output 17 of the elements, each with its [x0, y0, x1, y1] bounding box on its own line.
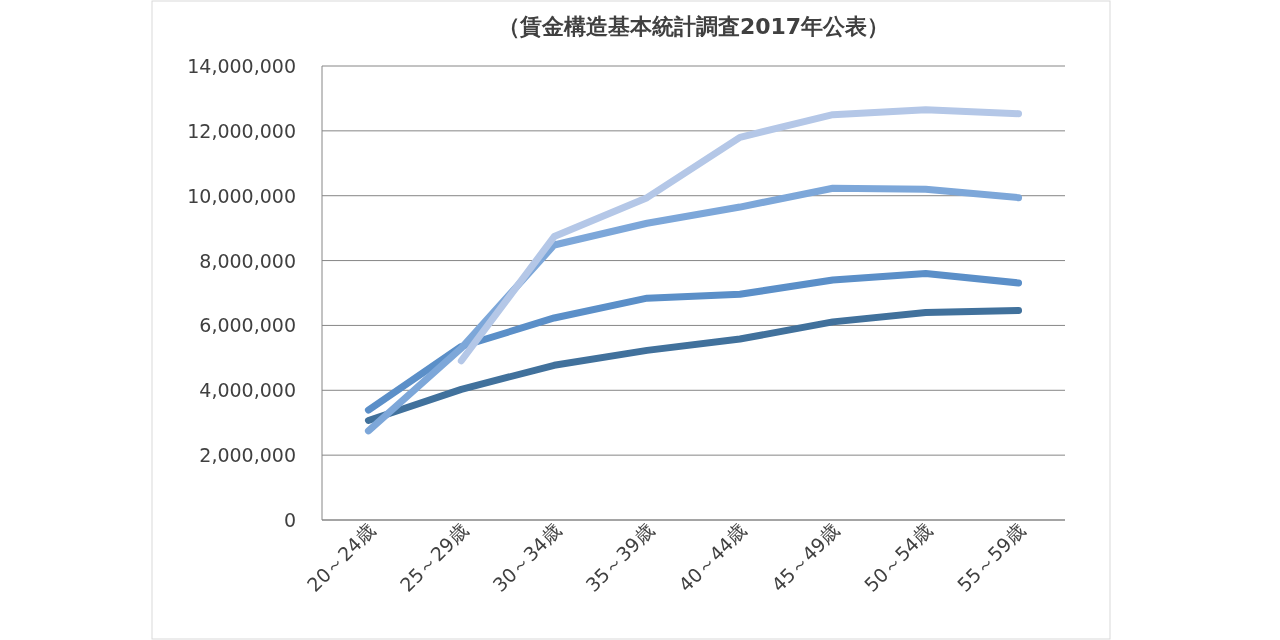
x-tick-label: 50～54歳	[859, 519, 937, 596]
x-tick-label: 30～34歳	[488, 519, 566, 596]
y-tick-label: 14,000,000	[187, 55, 296, 77]
chart-title: （賃金構造基本統計調査2017年公表）	[497, 14, 890, 39]
y-tick-label: 10,000,000	[187, 184, 296, 207]
x-tick-label: 40～44歳	[674, 519, 751, 596]
y-tick-label: 2,000,000	[199, 444, 296, 467]
x-tick-label: 25～29歳	[395, 519, 473, 596]
x-tick-label: 55～59歳	[952, 519, 1030, 596]
y-tick-label: 4,000,000	[199, 379, 296, 402]
x-tick-label: 35～39歳	[581, 519, 658, 596]
y-tick-label: 8,000,000	[199, 249, 296, 272]
y-tick-label: 12,000,000	[187, 119, 296, 142]
y-tick-label: 0	[283, 509, 296, 531]
x-tick-label: 20～24歳	[302, 519, 380, 596]
x-tick-label: 45～49歳	[767, 519, 844, 596]
y-tick-label: 6,000,000	[199, 314, 296, 337]
